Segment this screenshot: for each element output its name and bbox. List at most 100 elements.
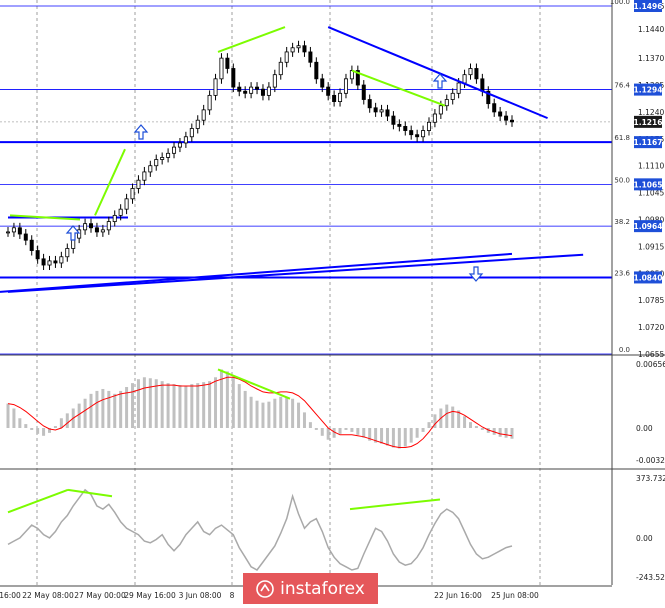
candle-body [349,70,354,80]
macd-histogram-bar [184,386,188,428]
candle-body [201,109,206,121]
candle-body [385,109,390,117]
price-tag [634,271,662,284]
candle-body [343,78,348,94]
macd-histogram-bar [338,428,342,434]
up-arrow-icon [133,124,149,140]
candle-body [17,227,22,235]
candle-body [403,126,408,131]
macd-histogram-bar [445,404,449,428]
fib-level-label: 76.4 [614,82,630,90]
trend-line [327,26,548,120]
price-tick-label: 1.0655 [638,350,664,359]
macd-histogram-bar [154,379,158,428]
macd-histogram-bar [125,387,129,428]
candle-body [100,229,105,233]
macd-histogram-bar [166,383,170,428]
cci-tick-label: 373.7321 [636,474,665,483]
candle-body [474,68,479,80]
macd-histogram-bar [42,428,46,436]
candle-body [249,86,254,94]
macd-histogram-bar [131,383,135,428]
candle-body [409,130,414,136]
candle-body [225,57,230,69]
candle-body [444,99,449,107]
candle-body [326,86,331,96]
candle-body [450,92,455,100]
macd-histogram-bar [302,412,306,428]
macd-histogram-bar [243,390,247,428]
fib-level-label: 23.6 [614,269,630,277]
macd-histogram-bar [107,390,111,428]
candle-body [177,142,182,148]
cci-tick-label: 0.00 [636,534,653,543]
macd-histogram-bar [214,377,218,428]
candle-body [65,248,70,258]
candle-body [290,47,295,53]
time-tick-label: 8 [230,591,235,600]
candle-body [509,119,514,123]
macd-histogram-bar [237,384,241,428]
candle-body [367,99,372,109]
time-tick-label: 22 May 08:00 [22,591,74,600]
candle-body [213,78,218,96]
macd-tick-label: -0.00328 [636,456,665,465]
macd-histogram-bar [463,416,467,428]
macd-histogram-bar [451,406,455,428]
macd-histogram-bar [332,428,336,438]
macd-histogram-bar [18,418,22,428]
candle-body [243,90,248,94]
macd-histogram-bar [53,426,57,428]
macd-histogram-bar [415,428,419,438]
macd-histogram-bar [308,422,312,428]
candle-body [148,165,153,173]
price-tick-label: 1.0720 [638,323,664,332]
candle-body [23,233,28,241]
fib-level-label: 0.0 [619,346,630,354]
divergence-line [94,148,126,216]
macd-histogram-bar [77,403,81,428]
macd-histogram-bar [385,428,389,446]
candle-body [456,82,461,94]
time-tick-label: 25 Jun 08:00 [491,591,539,600]
candle-body [260,88,265,96]
candle-body [124,198,129,210]
candle-body [361,84,366,100]
macd-histogram-bar [95,390,99,428]
macd-histogram-bar [356,428,360,435]
cci-line [7,488,513,571]
candle-body [142,171,147,181]
macd-histogram-bar [6,403,10,428]
fib-level-label: 100.0 [610,0,630,6]
candle-body [462,74,467,84]
candle-body [231,68,236,88]
candle-body [166,152,171,158]
macd-histogram-bar [48,428,52,433]
trend-line [7,253,584,293]
macd-histogram-bar [297,402,301,428]
macd-histogram-bar [468,422,472,428]
candle-body [59,256,64,264]
macd-histogram-bar [510,428,514,439]
candle-body [332,94,337,102]
candle-body [302,45,307,53]
macd-tick-label: 0.00656 [636,360,665,369]
candle-body [426,121,431,131]
candle-body [11,227,16,233]
up-arrow-icon [65,225,81,241]
macd-histogram-bar [12,408,16,428]
macd-histogram-bar [119,390,123,428]
candle-body [278,61,283,76]
price-tag [634,178,662,191]
down-arrow-icon [468,266,484,282]
candle-body [136,179,141,189]
divergence-line [9,214,81,221]
macd-histogram-bar [30,428,34,430]
macd-histogram-bar [273,398,277,428]
price-tag [634,83,662,96]
macd-histogram-bar [374,428,378,443]
candle-body [35,250,40,260]
macd-histogram-bar [421,428,425,432]
macd-histogram-bar [261,402,265,428]
